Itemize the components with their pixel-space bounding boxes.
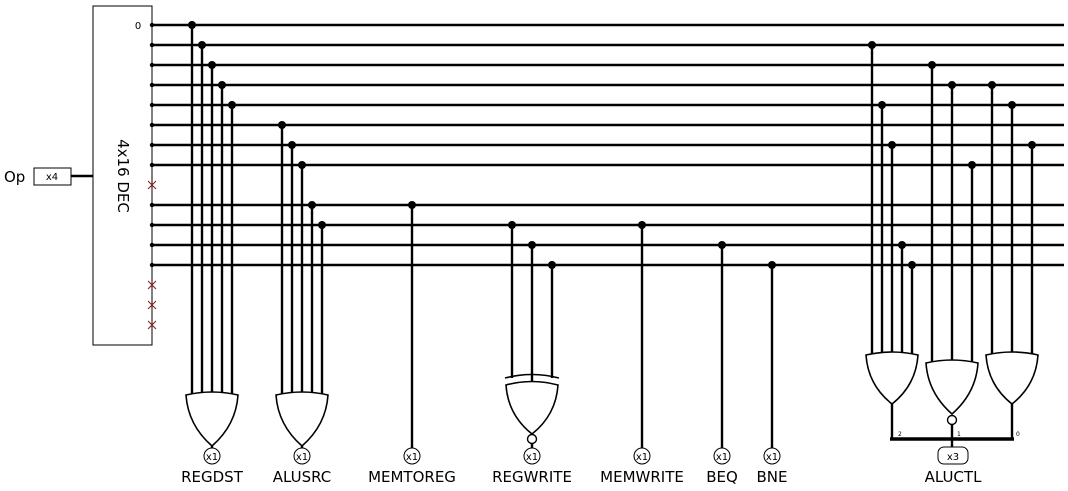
regwrite-xnor-gate[interactable]	[505, 380, 559, 436]
aluctl-output-label: ALUCTL	[925, 468, 982, 486]
splitter-bit-1: 1	[957, 431, 961, 438]
splitter-bit-2: 2	[898, 431, 902, 438]
aluctl-or-gate-2[interactable]	[865, 351, 919, 406]
memwrite-output-width: x1	[636, 452, 648, 463]
memtoreg-output-width: x1	[406, 452, 418, 463]
bne-output-width: x1	[766, 452, 778, 463]
aluctl-output-pin[interactable]	[937, 446, 969, 465]
aluctl-output-width: x3	[947, 452, 959, 463]
memtoreg-logic	[408, 201, 416, 450]
memwrite-output-pin[interactable]	[633, 447, 651, 465]
regdst-output-label: REGDST	[181, 468, 244, 486]
splitter-bit-0: 0	[1016, 431, 1020, 438]
regdst-or-gate[interactable]	[185, 391, 239, 448]
decoder-label: 4x16 DEC	[114, 139, 132, 213]
beq-output-label: BEQ	[706, 468, 738, 486]
regwrite-output-label: REGWRITE	[492, 468, 572, 486]
aluctl-nor-gate-1[interactable]	[925, 359, 979, 416]
beq-output-width: x1	[716, 452, 728, 463]
regdst-output-width: x1	[206, 452, 218, 463]
alusrc-or-gate[interactable]	[275, 391, 329, 448]
regwrite-logic	[504, 221, 560, 452]
unconnected-output-marks	[147, 180, 157, 330]
op-input-label: Op	[4, 168, 25, 186]
alusrc-logic	[275, 121, 329, 452]
regdst-output-pin[interactable]	[203, 447, 221, 465]
memtoreg-output-pin[interactable]	[403, 447, 421, 465]
memtoreg-output-label: MEMTOREG	[368, 468, 456, 486]
regwrite-output-pin[interactable]	[523, 447, 541, 465]
regwrite-output-width: x1	[526, 452, 538, 463]
memwrite-logic	[638, 221, 646, 450]
alusrc-output-width: x1	[296, 452, 308, 463]
decoder-output-index: 0	[135, 21, 141, 32]
bne-output-pin[interactable]	[763, 447, 781, 465]
alusrc-output-pin[interactable]	[293, 447, 311, 465]
output-pins: x1 REGDST x1 ALUSRC x1 MEMTOREG x1 REGWR…	[181, 446, 982, 486]
op-input-width: x4	[46, 172, 58, 183]
bne-output-label: BNE	[757, 468, 788, 486]
regdst-logic	[185, 21, 239, 452]
decoder-block[interactable]	[92, 5, 153, 346]
alusrc-output-label: ALUSRC	[273, 468, 332, 486]
decoder-output-wires	[152, 23, 1064, 267]
bne-logic	[768, 261, 776, 450]
aluctl-logic: 2 1 0	[865, 41, 1039, 447]
memwrite-output-label: MEMWRITE	[600, 468, 684, 486]
beq-output-pin[interactable]	[713, 447, 731, 465]
beq-logic	[718, 241, 726, 450]
aluctl-or-gate-0[interactable]	[985, 351, 1039, 406]
